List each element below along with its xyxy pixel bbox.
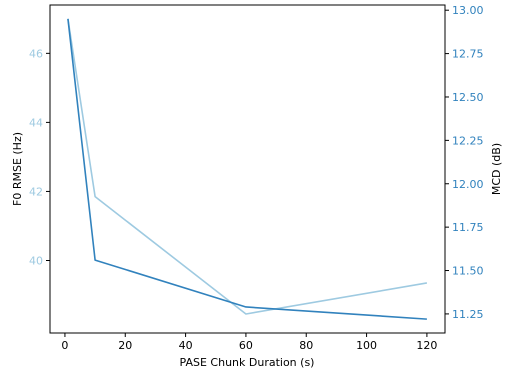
x-tick-label: 0 xyxy=(61,339,68,352)
y-right-tick-label: 12.75 xyxy=(452,48,484,61)
y-axis-right-label: MCD (dB) xyxy=(490,143,503,195)
y-right-tick-label: 11.50 xyxy=(452,265,484,278)
y-axis-left-label: F0 RMSE (Hz) xyxy=(11,132,24,206)
y-right-tick-label: 11.75 xyxy=(452,221,484,234)
y-right-tick-label: 11.25 xyxy=(452,308,484,321)
x-tick-label: 40 xyxy=(179,339,193,352)
y-left-tick-label: 42 xyxy=(29,185,43,198)
x-tick-label: 20 xyxy=(118,339,132,352)
y-left-tick-label: 46 xyxy=(29,47,43,60)
y-left-tick-label: 44 xyxy=(29,116,43,129)
y-right-tick-label: 12.25 xyxy=(452,134,484,147)
axes-group: 0 20 40 60 80 100 120 40 42 44 46 11.25 11.50 11.75 12… xyxy=(29,4,484,352)
plot-frame xyxy=(49,4,446,334)
x-tick-label: 120 xyxy=(416,339,437,352)
y-right-tick-label: 12.00 xyxy=(452,178,484,191)
x-tick-label: 100 xyxy=(356,339,377,352)
x-tick-label: 80 xyxy=(299,339,313,352)
x-axis-label: PASE Chunk Duration (s) xyxy=(180,356,315,369)
y-left-tick-label: 40 xyxy=(29,254,43,267)
x-tick-label: 60 xyxy=(239,339,253,352)
series-line-right xyxy=(67,18,427,320)
y-right-tick-label: 12.50 xyxy=(452,91,484,104)
series-line-left xyxy=(67,18,428,315)
series-group xyxy=(67,18,428,320)
y-right-tick-label: 13.00 xyxy=(452,4,484,17)
